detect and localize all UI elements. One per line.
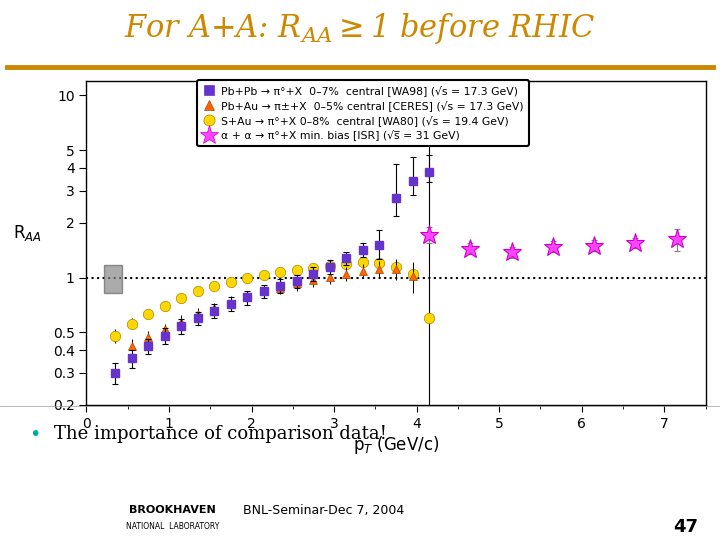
Text: BNL-Seminar-Dec 7, 2004: BNL-Seminar-Dec 7, 2004 [243, 504, 405, 517]
Text: 47: 47 [673, 517, 698, 536]
Bar [104, 265, 122, 293]
Text: BROOKHAVEN: BROOKHAVEN [130, 505, 216, 515]
Text: •: • [29, 426, 40, 444]
Y-axis label: R$_{AA}$: R$_{AA}$ [13, 223, 42, 243]
Text: For A+A: R$_{\mathregular{AA}}$$\geq$1 before RHIC: For A+A: R$_{\mathregular{AA}}$$\geq$1 b… [125, 11, 595, 45]
Legend: Pb+Pb → π°+X  0–7%  central [WA98] (√s = 17.3 GeV), Pb+Au → π±+X  0–5% central [: Pb+Pb → π°+X 0–7% central [WA98] (√s = 1… [197, 80, 529, 146]
Text: The importance of comparison data!: The importance of comparison data! [54, 426, 387, 443]
X-axis label: p$_T$ (GeV/c): p$_T$ (GeV/c) [353, 434, 439, 456]
Text: NATIONAL  LABORATORY: NATIONAL LABORATORY [126, 522, 220, 531]
